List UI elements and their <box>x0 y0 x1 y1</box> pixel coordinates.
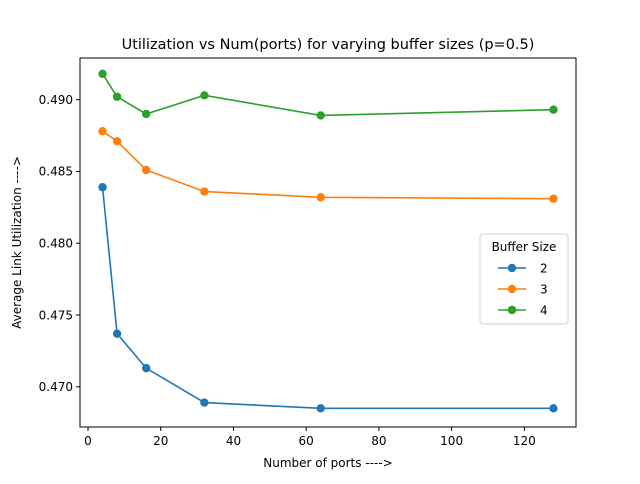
data-point-buffer-4 <box>549 105 558 114</box>
data-point-buffer-3 <box>200 187 209 196</box>
data-point-buffer-2 <box>316 404 325 413</box>
data-point-buffer-3 <box>112 137 122 146</box>
x-axis-label: Number of ports ----> <box>263 456 392 470</box>
series-line-buffer-4 <box>101 73 554 117</box>
data-point-buffer-2 <box>549 404 558 413</box>
x-axis-ticks: 0 20 40 60 80 100 120 <box>84 427 536 448</box>
series-line-buffer-2 <box>101 187 554 410</box>
data-point-buffer-4 <box>141 109 151 119</box>
x-tick-label: 100 <box>440 434 463 448</box>
chart-title: Utilization vs Num(ports) for varying bu… <box>122 37 535 53</box>
data-point-buffer-3 <box>98 127 107 136</box>
data-point-buffer-2 <box>141 363 151 373</box>
data-point-buffer-3 <box>316 193 325 202</box>
x-tick-label: 20 <box>153 434 168 448</box>
y-tick-label: 0.475 <box>39 308 73 322</box>
data-point-buffer-2 <box>112 329 122 338</box>
legend-label-buffer-3: 3 <box>540 282 548 296</box>
legend: Buffer Size 2 3 4 <box>479 233 569 325</box>
legend-label-buffer-4: 4 <box>540 303 548 317</box>
legend-label-buffer-2: 2 <box>540 261 548 275</box>
x-tick-label: 0 <box>84 434 92 448</box>
x-tick-label: 80 <box>371 434 386 448</box>
legend-box <box>479 233 569 325</box>
data-point-buffer-2 <box>200 398 209 407</box>
y-tick-label: 0.485 <box>39 165 73 179</box>
plot-frame <box>79 57 577 428</box>
legend-marker-buffer-4 <box>507 305 517 315</box>
data-point-buffer-4 <box>98 69 107 78</box>
data-point-buffer-4 <box>316 111 325 120</box>
y-tick-label: 0.490 <box>39 93 73 107</box>
y-tick-label: 0.470 <box>39 380 73 394</box>
data-point-buffer-4 <box>200 91 209 100</box>
data-point-buffer-3 <box>141 165 151 175</box>
y-axis-label: Average Link Utilization ----> <box>10 156 24 329</box>
y-tick-label: 0.480 <box>39 237 73 251</box>
data-point-buffer-3 <box>549 194 558 203</box>
legend-marker-buffer-3 <box>507 284 517 294</box>
y-axis-ticks: 0.470 0.475 0.480 0.485 0.490 <box>39 93 80 394</box>
data-point-buffer-4 <box>112 92 122 101</box>
data-point-buffer-2 <box>98 183 107 192</box>
x-tick-label: 40 <box>226 434 241 448</box>
legend-title: Buffer Size <box>492 240 557 254</box>
legend-marker-buffer-2 <box>507 263 517 273</box>
x-tick-label: 120 <box>513 434 536 448</box>
plot-lines <box>98 69 558 413</box>
legend-entries: 2 3 4 <box>498 261 548 317</box>
x-tick-label: 60 <box>299 434 314 448</box>
